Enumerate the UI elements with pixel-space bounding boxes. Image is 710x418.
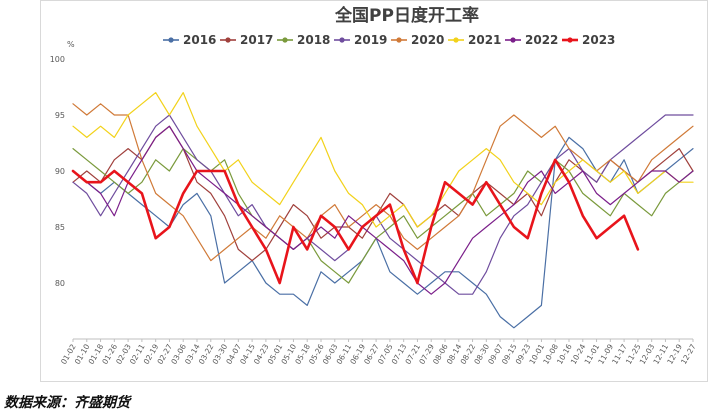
y-tick-label: 95 (55, 111, 65, 120)
legend-item-2023: 2023 (562, 33, 615, 47)
legend-item-2020: 2020 (391, 33, 444, 47)
y-tick-label: 80 (55, 279, 65, 288)
legend-label: 2018 (297, 33, 330, 47)
legend-label: 2023 (582, 33, 615, 47)
series-line-2022 (72, 125, 694, 295)
legend-marker (225, 37, 231, 43)
legend-item-2019: 2019 (334, 33, 387, 47)
series-line-2023 (71, 158, 640, 285)
legend-item-2018: 2018 (277, 33, 330, 47)
y-axis-ticks: 80 85 90 95 100 (50, 55, 65, 288)
legend-item-2021: 2021 (448, 33, 501, 47)
legend-item-2016: 2016 (163, 33, 216, 47)
legend-item-2022: 2022 (505, 33, 558, 47)
series-line-2018 (72, 148, 694, 284)
legend-label: 2016 (183, 33, 216, 47)
legend-marker (339, 37, 345, 43)
series-line-2017 (72, 125, 694, 262)
series-layer (71, 92, 694, 329)
legend-label: 2020 (411, 33, 444, 47)
y-tick-label: 90 (55, 167, 65, 176)
series-line-2016 (72, 136, 694, 329)
line-chart: 全国PP日度开工率 2016 2017 2018 2019 2020 2021 2022 20… (50, 5, 698, 366)
chart-title: 全国PP日度开工率 (334, 5, 479, 26)
legend-label: 2022 (525, 33, 558, 47)
series-line-2019 (72, 114, 694, 295)
y-axis-unit: % (67, 40, 75, 49)
legend-label: 2019 (354, 33, 387, 47)
x-axis-ticks: 01-0201-1001-1801-2602-0302-1102-1902-27… (59, 339, 698, 366)
y-tick-label: 100 (50, 55, 65, 64)
legend-marker (453, 37, 459, 43)
legend-label: 2017 (240, 33, 273, 47)
y-tick-label: 85 (55, 223, 65, 232)
source-note: 数据来源：齐盛期货 (4, 395, 130, 411)
legend-item-2017: 2017 (220, 33, 273, 47)
legend-marker (282, 37, 288, 43)
legend-marker (567, 37, 573, 43)
legend-label: 2021 (468, 33, 501, 47)
legend-marker (396, 37, 402, 43)
series-line-2021 (72, 92, 694, 228)
legend-marker (168, 37, 174, 43)
legend-marker (510, 37, 516, 43)
legend: 2016 2017 2018 2019 2020 2021 2022 2023 (163, 33, 615, 47)
chart-frame: 全国PP日度开工率 2016 2017 2018 2019 2020 2021 2022 20… (40, 0, 708, 382)
